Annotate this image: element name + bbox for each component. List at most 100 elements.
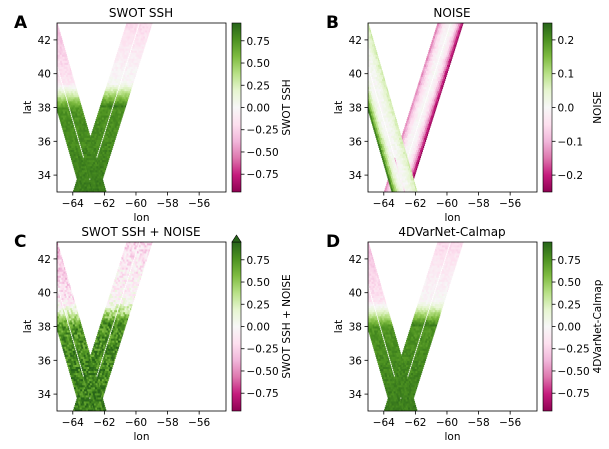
panel-letter: B (326, 13, 339, 33)
panel-d: −64 −62 −60 −58 −56 34 36 38 40 42 lon lat 4DVarNet-… (326, 225, 604, 443)
panel-title: SWOT SSH (109, 6, 173, 20)
colorbar-label: NOISE (592, 91, 604, 124)
x-tick-label: −56 (499, 198, 521, 210)
colorbar-tick-label: 0.75 (247, 255, 270, 267)
colorbar: 0.75 0.50 0.25 0.00 −0.25 −0.50 −0.75 SWOT SSH (231, 22, 293, 193)
heatmap-swaths (368, 23, 464, 192)
panel-letter: A (14, 13, 28, 33)
colorbar-tick-label: −0.25 (247, 344, 279, 356)
colorbar-tick-label: −0.50 (247, 147, 279, 159)
y-tick-label: 42 (349, 254, 362, 266)
colorbar-tick-label: −0.50 (247, 366, 279, 378)
panel-title: 4DVarNet-Calmap (398, 225, 505, 239)
x-tick-label: −58 (467, 198, 489, 210)
panel-c: −64 −62 −60 −58 −56 34 36 38 40 42 lon lat SWOT SSH … (14, 225, 293, 443)
y-tick-label: 36 (38, 355, 52, 367)
colorbar-tick-label: 0.0 (558, 103, 575, 115)
panel-b: −64 −62 −60 −58 −56 34 36 38 40 42 lon lat NOISE B 0.2… (326, 6, 604, 224)
x-tick-label: −62 (93, 198, 115, 210)
colorbar-tick-label: 0.50 (558, 277, 581, 289)
colorbar-tick-label: −0.25 (558, 344, 590, 356)
x-tick-label: −64 (62, 417, 84, 429)
x-axis-label: lon (445, 431, 461, 443)
y-tick-label: 38 (38, 322, 51, 334)
colorbar-tick-label: −0.75 (247, 388, 279, 400)
y-tick-label: 40 (38, 69, 51, 81)
x-tick-label: −56 (188, 417, 210, 429)
panel-letter: C (14, 232, 26, 252)
y-tick-label: 36 (349, 355, 363, 367)
x-axis-label: lon (134, 212, 150, 224)
colorbar-tick-label: 0.1 (558, 69, 575, 81)
y-tick-label: 42 (38, 254, 51, 266)
colorbar-gradient (542, 241, 553, 412)
x-tick-label: −60 (125, 198, 147, 210)
y-tick-label: 38 (349, 103, 362, 115)
y-axis-label: lat (22, 320, 34, 333)
y-tick-label: 40 (38, 288, 51, 300)
x-tick-label: −64 (373, 417, 395, 429)
colorbar-gradient (542, 22, 553, 193)
x-tick-label: −64 (373, 198, 395, 210)
colorbar-tick-label: −0.75 (247, 169, 279, 181)
colorbar-gradient (231, 22, 242, 193)
y-tick-label: 34 (349, 170, 363, 182)
colorbar-tick-label: 0.00 (247, 322, 270, 334)
x-tick-label: −60 (436, 198, 458, 210)
x-tick-label: −64 (62, 198, 84, 210)
colorbar-label: 4DVarNet-Calmap (592, 279, 604, 373)
x-tick-label: −62 (404, 417, 426, 429)
colorbar-tick-label: 0.75 (558, 255, 581, 267)
colorbar-label: SWOT SSH (281, 79, 293, 135)
colorbar-tick-label: 0.25 (247, 299, 270, 311)
panel-title: SWOT SSH + NOISE (81, 225, 200, 239)
heatmap-swaths (57, 242, 153, 411)
y-axis-label: lat (333, 320, 345, 333)
heatmap-swaths (57, 23, 153, 192)
colorbar-tick-label: 0.2 (558, 35, 575, 47)
x-tick-label: −58 (156, 417, 178, 429)
colorbar-tick-label: 0.50 (247, 277, 270, 289)
x-tick-label: −56 (499, 417, 521, 429)
panel-title: NOISE (433, 6, 470, 20)
colorbar-tick-label: −0.1 (558, 136, 584, 148)
y-tick-label: 36 (38, 136, 52, 148)
heatmap-swaths (368, 242, 464, 411)
x-tick-label: −62 (404, 198, 426, 210)
x-tick-label: −56 (188, 198, 210, 210)
colorbar-label: SWOT SSH + NOISE (281, 274, 293, 378)
y-tick-label: 36 (349, 136, 363, 148)
x-tick-label: −62 (93, 417, 115, 429)
panel-letter: D (326, 232, 340, 252)
colorbar-tick-label: 0.50 (247, 58, 270, 70)
x-tick-label: −58 (467, 417, 489, 429)
y-tick-label: 38 (38, 103, 51, 115)
colorbar-tick-label: 0.25 (247, 80, 270, 92)
y-axis-label: lat (22, 101, 34, 114)
colorbar-tick-label: 0.00 (558, 322, 581, 334)
colorbar-tick-label: 0.00 (247, 103, 270, 115)
colorbar: 0.75 0.50 0.25 0.00 −0.25 −0.50 −0.75 4DVarNet-… (542, 241, 604, 412)
x-tick-label: −58 (156, 198, 178, 210)
colorbar: 0.2 0.1 0.0 −0.1 −0.2 NOISE (542, 22, 604, 193)
y-tick-label: 38 (349, 322, 362, 334)
x-tick-label: −60 (436, 417, 458, 429)
x-axis-label: lon (445, 212, 461, 224)
y-tick-label: 42 (349, 35, 362, 47)
y-tick-label: 34 (349, 389, 363, 401)
colorbar-tick-label: −0.75 (558, 388, 590, 400)
colorbar-tick-label: −0.2 (558, 170, 584, 182)
x-tick-label: −60 (125, 417, 147, 429)
colorbar-gradient (231, 241, 242, 412)
colorbar-tick-label: −0.50 (558, 366, 590, 378)
y-axis-label: lat (333, 101, 345, 114)
panel-a: −64 −62 −60 −58 −56 34 36 38 40 42 lon lat SWOT SSH A… (14, 6, 293, 224)
y-tick-label: 34 (38, 389, 52, 401)
y-tick-label: 40 (349, 69, 362, 81)
colorbar-tick-label: 0.25 (558, 299, 581, 311)
colorbar-extend-arrow (231, 234, 242, 243)
colorbar-tick-label: 0.75 (247, 36, 270, 48)
y-tick-label: 40 (349, 288, 362, 300)
